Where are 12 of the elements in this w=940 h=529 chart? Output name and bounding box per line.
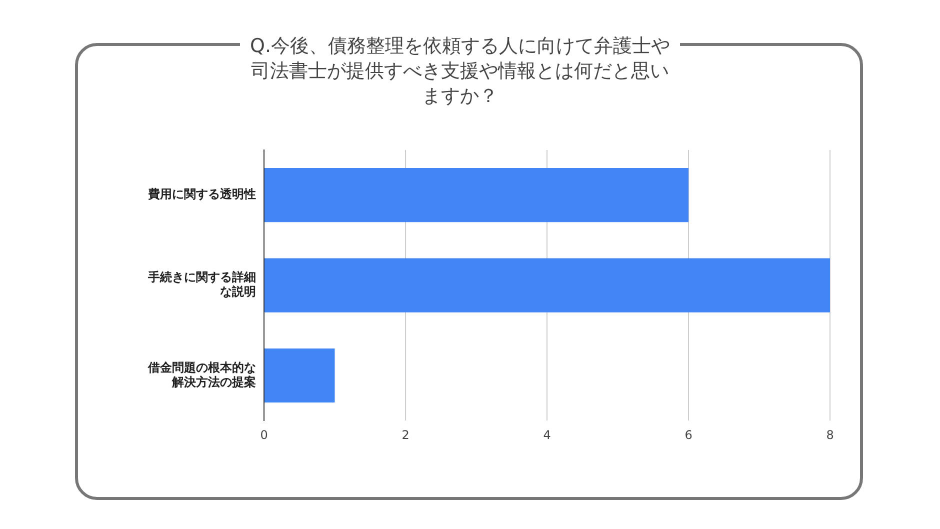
x-tick-label: 8: [826, 428, 834, 442]
bar: [264, 258, 830, 312]
y-tick-label: 手続きに関する詳細な説明: [147, 270, 256, 299]
y-tick-label: 費用に関する透明性: [147, 187, 256, 202]
x-tick-label: 6: [684, 428, 692, 442]
x-tick-label: 4: [543, 428, 551, 442]
x-tick-label: 2: [402, 428, 410, 442]
bar: [264, 348, 335, 403]
chart-title: Q.今後、債務整理を依頼する人に向けて弁護士や司法書士が提供すべき支援や情報とは何だと思いますか？: [240, 34, 680, 109]
bar: [264, 168, 688, 222]
x-tick-label: 0: [260, 428, 268, 442]
y-tick-label: 借金問題の根本的な解決方法の提案: [147, 360, 256, 389]
